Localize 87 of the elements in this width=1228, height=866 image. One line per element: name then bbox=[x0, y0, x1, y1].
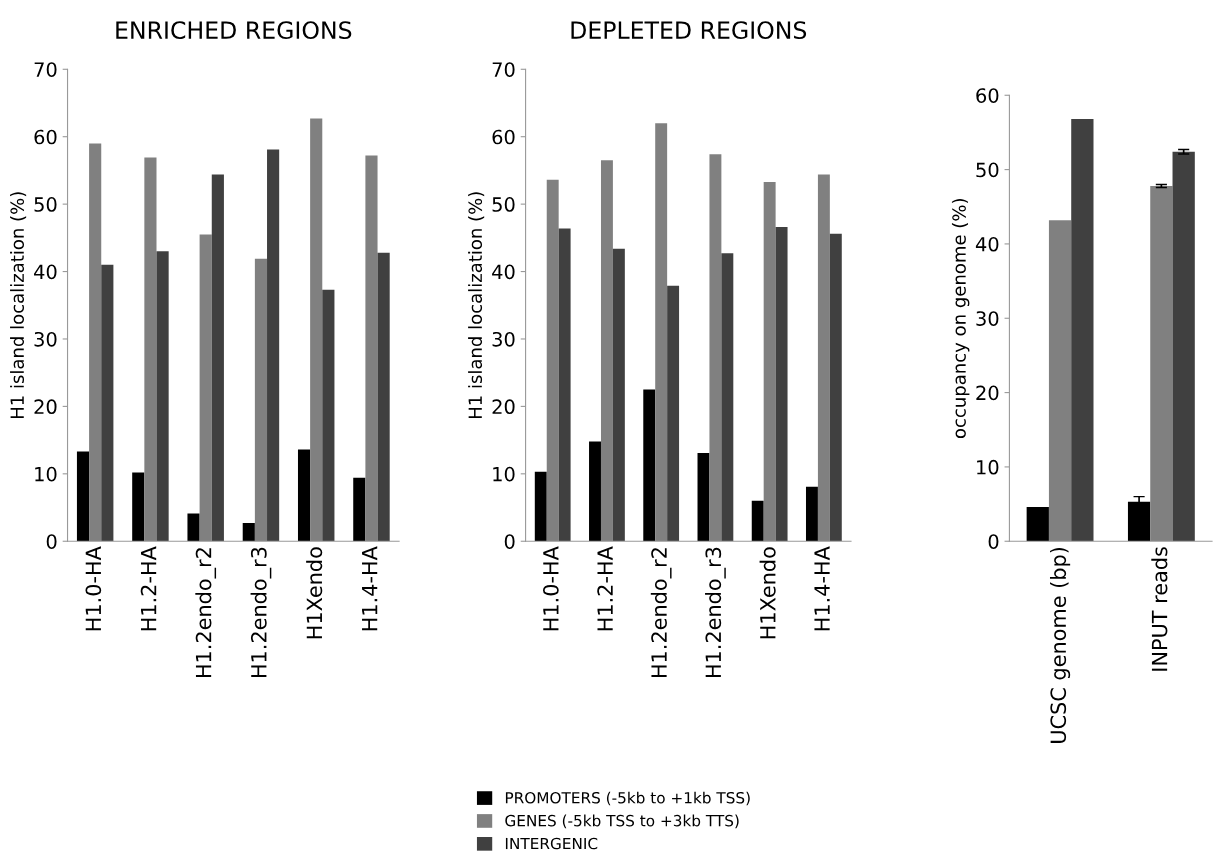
y-tick-label: 20 bbox=[492, 399, 515, 415]
bar bbox=[144, 157, 157, 542]
bar bbox=[322, 289, 335, 542]
x-tick-label: H1.0-HA bbox=[542, 546, 559, 631]
y-tick-label: 70 bbox=[34, 62, 57, 77]
bar bbox=[1071, 119, 1094, 542]
x-tick-label: H1Xendo bbox=[306, 547, 323, 639]
y-tick-label: 0 bbox=[504, 534, 515, 549]
y-axis-title: occupancy on genome (%) bbox=[951, 198, 970, 439]
x-tick-label: H1.4-HA bbox=[814, 546, 830, 631]
y-tick-label: 30 bbox=[976, 311, 999, 326]
bar bbox=[709, 154, 722, 542]
bar bbox=[353, 477, 366, 542]
y-tick-label: 10 bbox=[35, 466, 57, 482]
x-tick-label: H1.2-HA bbox=[140, 546, 157, 631]
bar bbox=[365, 155, 378, 542]
y-tick-label: 10 bbox=[493, 466, 515, 482]
bar bbox=[697, 452, 710, 542]
bar bbox=[805, 486, 818, 542]
y-axis-title: H1 island localization (%) bbox=[468, 192, 485, 419]
bar bbox=[1026, 507, 1049, 542]
x-tick-label: H1.2endo_r3 bbox=[250, 547, 272, 678]
bar bbox=[242, 523, 255, 542]
bar bbox=[667, 285, 680, 542]
y-tick-label: 20 bbox=[976, 385, 999, 401]
bar bbox=[187, 513, 200, 542]
bar bbox=[132, 472, 145, 542]
bar bbox=[589, 441, 601, 542]
x-tick-label: H1.2endo_r2 bbox=[650, 548, 672, 678]
bar bbox=[775, 227, 788, 542]
bar bbox=[156, 251, 169, 542]
bar bbox=[254, 258, 268, 542]
x-tick-label: H1.2-HA bbox=[597, 546, 613, 631]
bar bbox=[763, 181, 776, 542]
y-tick-label: 40 bbox=[34, 264, 57, 280]
y-tick-label: 50 bbox=[976, 162, 999, 178]
x-tick-label: H1.4-HA bbox=[362, 546, 378, 631]
y-tick-label: 60 bbox=[976, 88, 999, 103]
bar bbox=[534, 471, 547, 542]
x-tick-label: INPUT reads bbox=[1151, 547, 1168, 671]
bar bbox=[1150, 185, 1173, 542]
chart-title: ENRICHED REGIONS bbox=[116, 21, 352, 40]
bar bbox=[829, 233, 842, 542]
y-axis-title: H1 island localization (%) bbox=[10, 192, 27, 419]
bar bbox=[211, 174, 224, 542]
bar bbox=[600, 160, 613, 542]
y-tick-label: 40 bbox=[492, 264, 515, 280]
y-tick-label: 10 bbox=[977, 459, 999, 475]
bar bbox=[1127, 501, 1151, 542]
y-tick-label: 70 bbox=[492, 62, 515, 77]
bar bbox=[721, 253, 734, 542]
y-tick-label: 20 bbox=[34, 399, 57, 415]
bar bbox=[297, 449, 311, 542]
y-tick-label: 60 bbox=[34, 129, 57, 145]
bar bbox=[612, 248, 625, 542]
y-tick-label: 0 bbox=[988, 534, 999, 549]
y-tick-label: 50 bbox=[492, 197, 515, 212]
y-tick-label: 50 bbox=[34, 197, 57, 212]
bar bbox=[1172, 151, 1195, 542]
bar bbox=[643, 389, 656, 542]
x-tick-label: H1.0-HA bbox=[85, 546, 102, 631]
bar bbox=[817, 174, 830, 542]
chart-title: DEPLETED REGIONS bbox=[571, 21, 807, 40]
y-tick-label: 30 bbox=[492, 331, 515, 347]
legend-label: GENES (-5kb TSS to +3kb TTS) bbox=[505, 814, 739, 829]
bar bbox=[377, 252, 390, 542]
x-tick-label: UCSC genome (bp) bbox=[1049, 547, 1071, 743]
bar bbox=[310, 118, 323, 542]
bar bbox=[558, 228, 571, 542]
x-tick-label: H1.2endo_r2 bbox=[195, 548, 217, 678]
bar bbox=[199, 234, 212, 542]
bar bbox=[76, 451, 90, 542]
bar bbox=[655, 123, 668, 542]
bar bbox=[751, 500, 764, 542]
bar bbox=[1048, 220, 1072, 542]
y-tick-label: 0 bbox=[46, 534, 57, 549]
bar bbox=[546, 179, 559, 542]
y-tick-label: 30 bbox=[34, 331, 57, 347]
bar bbox=[89, 143, 102, 542]
y-tick-label: 40 bbox=[975, 236, 999, 252]
legend-label: INTERGENIC bbox=[505, 837, 598, 850]
bar bbox=[267, 149, 280, 542]
bar bbox=[101, 264, 114, 542]
legend-label: PROMOTERS (-5kb to +1kb TSS) bbox=[505, 791, 750, 806]
x-tick-label: H1.2endo_r3 bbox=[705, 547, 726, 678]
y-tick-label: 60 bbox=[492, 129, 515, 145]
x-tick-label: H1Xendo bbox=[759, 547, 776, 639]
